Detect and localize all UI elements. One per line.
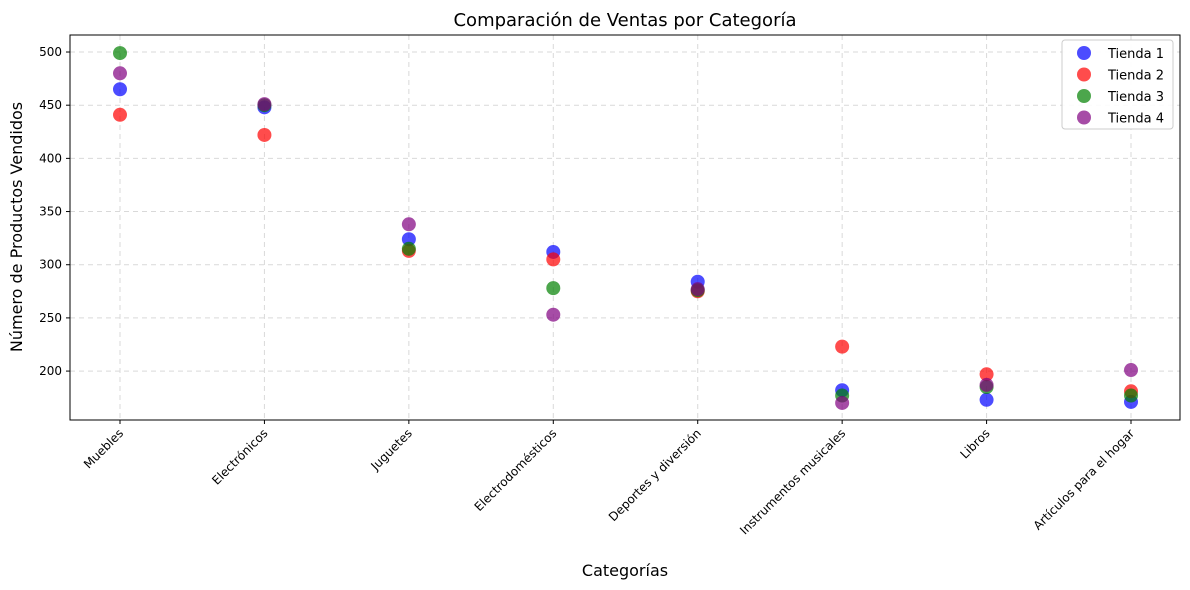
- x-tick-label: Electrodomésticos: [472, 426, 560, 514]
- x-tick-label: Electrónicos: [209, 426, 270, 487]
- legend-marker: [1077, 46, 1091, 60]
- x-axis-ticks: Muebles Electrónicos Juguetes Electrodomést…: [81, 420, 1137, 537]
- legend-label: Tienda 2: [1107, 69, 1164, 84]
- data-point: [113, 46, 127, 61]
- data-point: [835, 395, 850, 410]
- data-point: [979, 367, 994, 382]
- legend-marker: [1077, 89, 1091, 103]
- data-point: [401, 232, 416, 247]
- x-tick-label: Instrumentos musicales: [737, 426, 848, 537]
- legend-marker: [1077, 67, 1091, 82]
- data-point: [1124, 388, 1139, 403]
- x-tick-label: Libros: [957, 426, 992, 461]
- data-point: [401, 217, 416, 232]
- data-point: [113, 66, 127, 81]
- y-axis-label: Número de Productos Vendidos: [7, 102, 26, 352]
- chart-title: Comparación de Ventas por Categoría: [453, 10, 796, 31]
- y-tick-label: 500: [39, 45, 62, 59]
- data-point: [257, 97, 272, 112]
- x-tick-label: Muebles: [81, 426, 126, 471]
- y-tick-label: 300: [39, 258, 62, 272]
- y-tick-label: 400: [39, 151, 62, 165]
- legend-marker: [1077, 110, 1091, 125]
- grid-lines: [70, 35, 1180, 420]
- data-point: [690, 282, 705, 297]
- y-tick-label: 450: [39, 98, 62, 112]
- plot-frame: [69, 34, 1181, 421]
- data-point: [257, 127, 272, 142]
- y-tick-label: 200: [39, 364, 62, 378]
- data-point: [113, 107, 127, 122]
- data-point: [1124, 363, 1139, 378]
- y-tick-label: 250: [39, 311, 62, 325]
- data-point: [979, 377, 994, 392]
- x-tick-label: Juguetes: [368, 426, 415, 473]
- data-point: [979, 392, 994, 407]
- legend-label: Tienda 1: [1107, 47, 1164, 62]
- data-point: [113, 82, 127, 97]
- x-axis-label: Categorías: [582, 561, 668, 580]
- x-tick-label: Artículos para el hogar: [1031, 426, 1138, 533]
- data-point: [546, 281, 561, 296]
- data-point: [546, 252, 561, 267]
- data-point: [835, 339, 850, 354]
- data-point: [546, 307, 561, 322]
- y-tick-label: 350: [39, 205, 62, 219]
- data-points: [113, 46, 1139, 410]
- legend-label: Tienda 3: [1107, 90, 1164, 105]
- x-tick-label: Deportes y diversión: [606, 426, 704, 524]
- y-axis-ticks: 200 250 300 350 400 450 500: [39, 45, 70, 378]
- legend-box: [1061, 39, 1174, 130]
- legend-label: Tienda 4: [1107, 112, 1164, 127]
- data-point: [401, 241, 416, 256]
- legend: Tienda 1 Tienda 2 Tienda 3 Tienda 4: [1061, 39, 1174, 130]
